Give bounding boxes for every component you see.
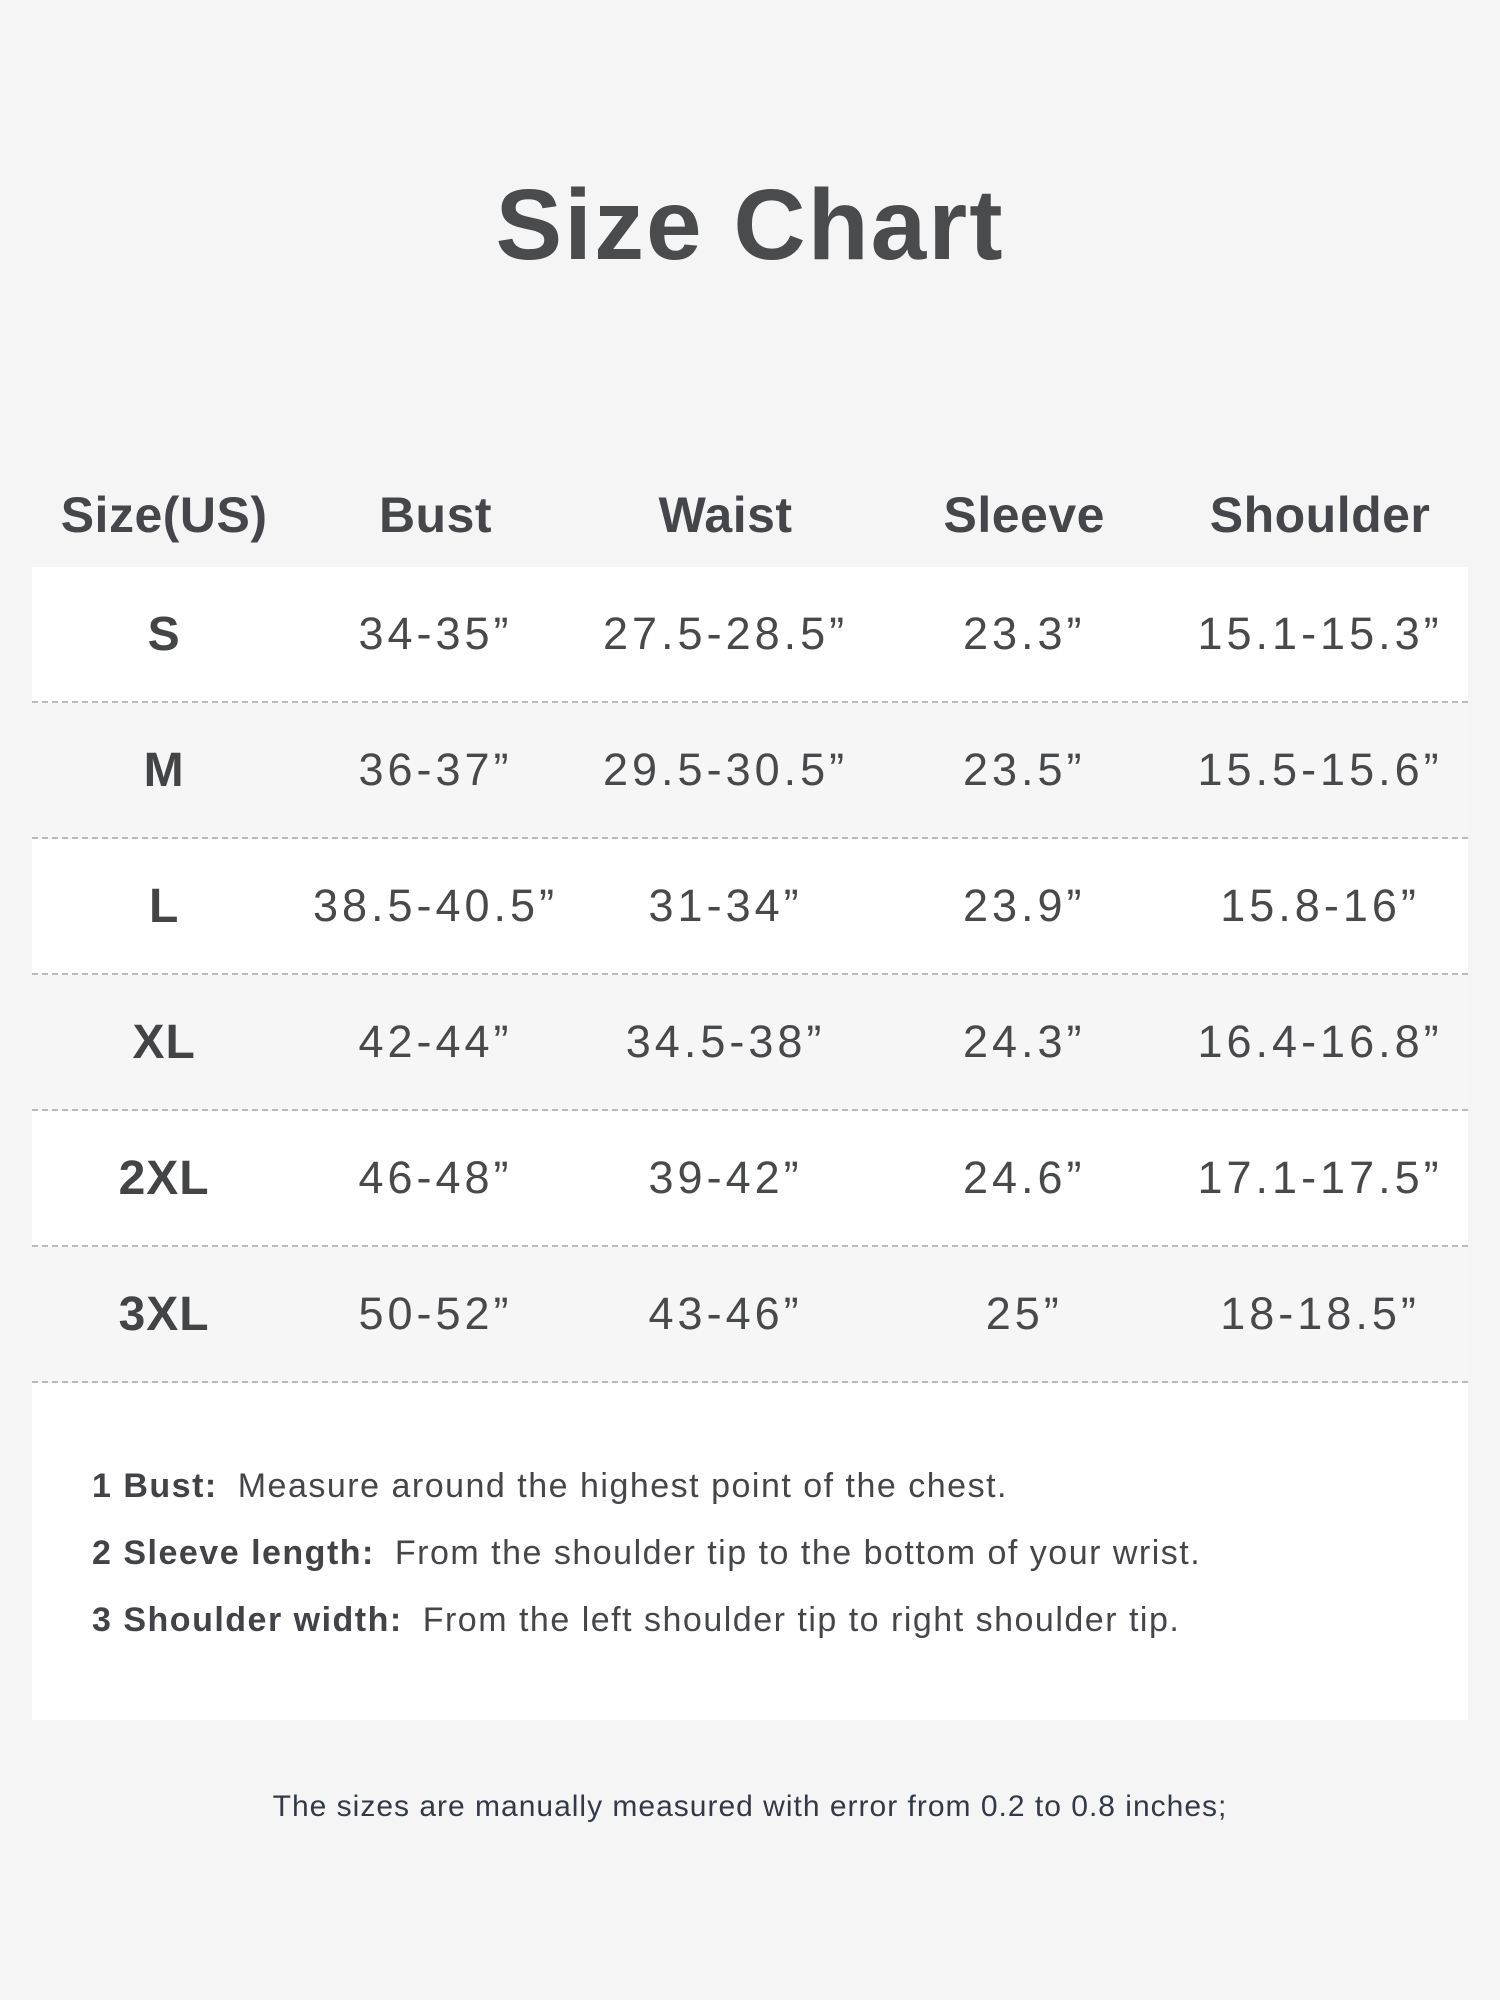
header-size-us: Size(US) xyxy=(60,487,268,543)
cell-waist: 27.5-28.5” xyxy=(603,608,849,659)
cell-waist: 31-34” xyxy=(648,880,803,931)
cell-size: 3XL xyxy=(118,1287,210,1341)
note-shoulder-width: 3 Shoulder width: From the left shoulder … xyxy=(92,1587,1428,1654)
cell-shoulder: 16.4-16.8” xyxy=(1197,1016,1443,1067)
cell-bust: 34-35” xyxy=(358,608,513,659)
cell-bust: 50-52” xyxy=(358,1288,513,1339)
note-text: Measure around the highest point of the … xyxy=(237,1467,1008,1505)
table-row-2xl: 2XL 46-48” 39-42” 24.6” 17.1-17.5” xyxy=(32,1111,1468,1247)
table-row-m: M 36-37” 29.5-30.5” 23.5” 15.5-15.6” xyxy=(32,703,1468,839)
note-bust: 1 Bust: Measure around the highest point … xyxy=(92,1453,1428,1520)
table-header-row: Size(US) Bust Waist Sleeve Shoulder xyxy=(32,484,1468,546)
cell-bust: 42-44” xyxy=(358,1016,513,1067)
cell-size: 2XL xyxy=(118,1151,210,1205)
header-sleeve: Sleeve xyxy=(943,487,1105,543)
cell-shoulder: 18-18.5” xyxy=(1220,1288,1420,1339)
table-row-l: L 38.5-40.5” 31-34” 23.9” 15.8-16” xyxy=(32,839,1468,975)
page-title: Size Chart xyxy=(495,169,1005,281)
cell-bust: 46-48” xyxy=(358,1152,513,1203)
note-text: From the shoulder tip to the bottom of y… xyxy=(394,1534,1202,1572)
cell-waist: 29.5-30.5” xyxy=(603,744,849,795)
cell-sleeve: 25” xyxy=(985,1288,1063,1339)
cell-sleeve: 23.9” xyxy=(962,880,1086,931)
note-label: 1 Bust: xyxy=(92,1467,218,1505)
footer-disclaimer: The sizes are manually measured with err… xyxy=(272,1790,1228,1823)
measurement-notes: 1 Bust: Measure around the highest point … xyxy=(32,1383,1468,1720)
cell-shoulder: 15.8-16” xyxy=(1220,880,1420,931)
cell-size: XL xyxy=(132,1015,196,1069)
cell-size: L xyxy=(148,879,180,933)
header-waist: Waist xyxy=(658,487,793,543)
note-label: 2 Sleeve length: xyxy=(92,1534,375,1572)
table-row-xl: XL 42-44” 34.5-38” 24.3” 16.4-16.8” xyxy=(32,975,1468,1111)
header-bust: Bust xyxy=(378,487,493,543)
cell-bust: 36-37” xyxy=(358,744,513,795)
table-row-3xl: 3XL 50-52” 43-46” 25” 18-18.5” xyxy=(32,1247,1468,1383)
table-row-s: S 34-35” 27.5-28.5” 23.3” 15.1-15.3” xyxy=(32,567,1468,703)
size-table-panel: S 34-35” 27.5-28.5” 23.3” 15.1-15.3” M 3… xyxy=(32,567,1468,1720)
cell-shoulder: 15.1-15.3” xyxy=(1197,608,1443,659)
cell-size: M xyxy=(143,743,185,797)
cell-sleeve: 24.6” xyxy=(962,1152,1086,1203)
cell-waist: 39-42” xyxy=(648,1152,803,1203)
cell-waist: 34.5-38” xyxy=(625,1016,826,1067)
cell-bust: 38.5-40.5” xyxy=(312,880,559,931)
cell-size: S xyxy=(147,607,181,661)
cell-waist: 43-46” xyxy=(648,1288,803,1339)
note-text: From the left shoulder tip to right shou… xyxy=(422,1601,1181,1639)
cell-sleeve: 23.3” xyxy=(962,608,1086,659)
note-label: 3 Shoulder width: xyxy=(92,1601,403,1639)
cell-sleeve: 24.3” xyxy=(962,1016,1086,1067)
note-sleeve-length: 2 Sleeve length: From the shoulder tip to… xyxy=(92,1520,1428,1587)
cell-sleeve: 23.5” xyxy=(962,744,1086,795)
header-shoulder: Shoulder xyxy=(1209,487,1431,543)
cell-shoulder: 15.5-15.6” xyxy=(1197,744,1443,795)
cell-shoulder: 17.1-17.5” xyxy=(1197,1152,1443,1203)
